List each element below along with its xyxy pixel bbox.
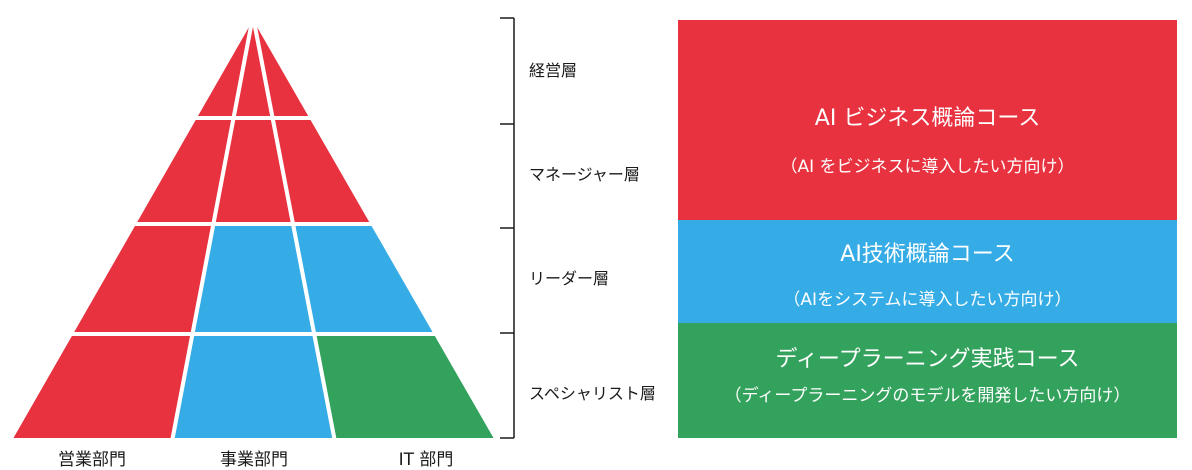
course-subtitle: （ディープラーニングのモデルを開発したい方向け） — [724, 386, 1131, 406]
course-title: AI技術概論コース — [840, 242, 1015, 267]
course-box-deep-learning: ディープラーニング実践コース （ディープラーニングのモデルを開発したい方向け） — [678, 323, 1177, 438]
pyramid-cell-r4-c1 — [8, 332, 195, 442]
layer-label-executive: 経営層 — [529, 61, 578, 80]
pyramid-cell-r3-c3 — [291, 222, 438, 336]
course-box-ai-business: AI ビジネス概論コース （AI をビジネスに導入したい方向け） — [678, 20, 1177, 220]
pyramid-cell-r4-c3 — [312, 332, 499, 442]
course-subtitle: （AIをシステムに導入したい方向け） — [783, 290, 1072, 310]
pyramid-cell-r3-c1 — [68, 222, 216, 336]
course-box-ai-tech: AI技術概論コース （AIをシステムに導入したい方向け） — [678, 220, 1177, 323]
course-subtitle: （AI をビジネスに導入したい方向け） — [780, 157, 1075, 177]
layer-label-leader: リーダー層 — [529, 269, 610, 288]
layer-bracket — [500, 17, 515, 439]
pyramid-cell-r4-c2 — [170, 332, 337, 442]
dept-label-business: 事業部門 — [220, 450, 288, 470]
dept-label-sales: 営業部門 — [58, 450, 126, 470]
layer-label-manager: マネージャー層 — [529, 165, 640, 184]
course-title: AI ビジネス概論コース — [814, 106, 1041, 131]
dept-label-it: IT 部門 — [398, 450, 454, 470]
layer-label-specialist: スペシャリスト層 — [529, 384, 656, 403]
course-title: ディープラーニング実践コース — [775, 347, 1080, 372]
